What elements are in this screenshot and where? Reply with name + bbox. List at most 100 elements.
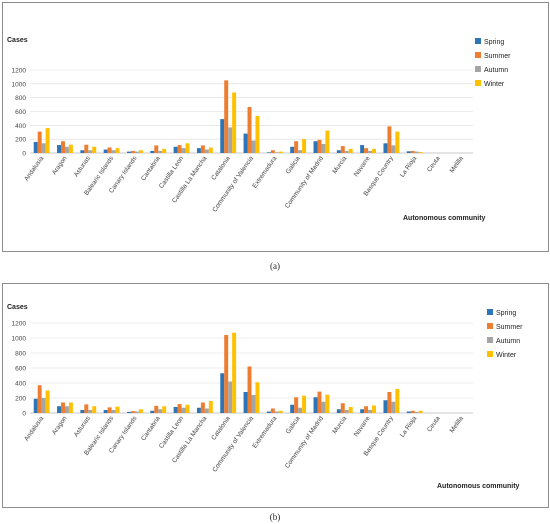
legend-label-spring: Spring: [484, 39, 504, 46]
x-tick-label: Andalusia: [23, 415, 45, 443]
bar-winter: [255, 115, 260, 153]
bar-autumn: [368, 410, 373, 413]
bar-autumn: [41, 143, 46, 153]
bar-spring: [243, 133, 248, 153]
bar-autumn: [251, 140, 256, 153]
bar-autumn: [228, 381, 233, 413]
bar-autumn: [321, 401, 326, 413]
legend-label-autumn: Autumn: [484, 67, 508, 74]
bar-autumn: [391, 145, 396, 153]
y-tick-label: 200: [15, 137, 26, 144]
bar-autumn: [41, 398, 46, 413]
bar-summer: [270, 150, 275, 153]
bar-winter: [348, 148, 353, 153]
bar-winter: [255, 382, 260, 413]
bar-autumn: [204, 149, 209, 153]
x-tick-label: Ceuta: [426, 415, 442, 434]
bar-spring: [406, 151, 411, 153]
bar-autumn: [251, 395, 256, 413]
bar-summer: [61, 141, 65, 153]
bar-autumn: [344, 410, 349, 413]
x-tick-label: Catalonia: [210, 415, 232, 442]
bar-spring: [313, 397, 318, 413]
bar-spring: [243, 392, 248, 413]
bar-autumn: [298, 150, 303, 153]
y-tick-label: 1200: [12, 68, 27, 75]
bar-summer: [61, 402, 65, 413]
bar-summer: [247, 366, 252, 413]
bar-autumn: [181, 407, 186, 413]
bar-winter: [278, 410, 283, 413]
x-tick-label: Community of Valencia: [211, 415, 255, 474]
bar-summer: [84, 144, 89, 153]
bar-spring: [196, 148, 201, 153]
x-tick-label: Cantabria: [140, 155, 162, 182]
bar-autumn: [228, 127, 233, 153]
bar-summer: [154, 405, 159, 413]
bar-winter: [348, 407, 353, 413]
bar-summer: [270, 408, 275, 413]
bar-summer: [107, 147, 112, 153]
bar-spring: [360, 409, 365, 413]
bar-spring: [33, 398, 38, 413]
x-tick-label: Asturias: [73, 415, 93, 439]
bar-summer: [410, 410, 415, 413]
bar-winter: [278, 151, 283, 153]
chart-panel-b: Cases 0 200 400 600 800 1000 1200 Andalusia Arago…: [2, 283, 549, 508]
bar-spring: [336, 150, 341, 153]
bar-winter: [45, 390, 50, 413]
bar-winter: [232, 332, 237, 413]
legend-label-spring: Spring: [496, 310, 516, 317]
legend-swatch-spring: [475, 38, 481, 44]
bar-autumn: [111, 410, 116, 413]
bar-summer: [317, 139, 322, 153]
bar-spring: [80, 410, 85, 413]
legend-swatch-spring: [487, 309, 493, 315]
bar-summer: [84, 404, 89, 413]
x-tick-label: La Rioja: [399, 415, 419, 439]
bar-spring: [57, 406, 62, 413]
bar-summer: [200, 402, 205, 413]
x-tick-label: Navarre: [353, 155, 372, 178]
chart-a: Cases 0 200 400 600 800 1000 1200 Andalusia Arago…: [7, 37, 511, 222]
bar-winter: [162, 406, 167, 413]
x-tick-label: Ceuta: [426, 155, 442, 174]
bar-autumn: [391, 401, 396, 413]
bar-spring: [173, 146, 178, 153]
bar-winter: [325, 130, 330, 153]
bar-spring: [33, 141, 38, 153]
bar-summer: [224, 335, 229, 413]
bar-spring: [150, 410, 155, 413]
bar-autumn: [64, 406, 69, 413]
bar-summer: [200, 145, 205, 153]
bar-autumn: [134, 151, 139, 153]
x-tick-label: Murcia: [331, 155, 348, 175]
y-tick-label: 400: [15, 123, 26, 130]
legend-label-winter: Winter: [496, 352, 517, 359]
y-tick-label: 600: [15, 109, 26, 116]
bar-autumn: [298, 407, 303, 413]
bar-winter: [395, 389, 400, 413]
x-tick-label: Asturias: [73, 155, 93, 179]
bar-spring: [126, 411, 131, 413]
bar-autumn: [88, 150, 93, 153]
bar-winter: [68, 402, 73, 413]
bar-spring: [336, 409, 341, 413]
y-tick-label: 0: [22, 151, 26, 158]
bar-autumn: [274, 411, 279, 413]
legend-swatch-winter: [487, 351, 493, 357]
bar-spring: [383, 143, 388, 153]
x-tick-label: Cantabria: [140, 415, 162, 442]
legend-label-winter: Winter: [484, 81, 505, 88]
bar-winter: [372, 405, 377, 413]
bar-summer: [130, 150, 135, 153]
x-tick-label: Navarre: [353, 415, 372, 438]
caption-b: (b): [269, 512, 281, 522]
bar-winter: [185, 404, 190, 413]
bar-autumn: [158, 409, 163, 413]
bar-spring: [57, 145, 62, 153]
y-tick-label: 400: [15, 381, 26, 388]
bar-autumn: [111, 150, 116, 153]
bar-winter: [92, 146, 97, 153]
bar-spring: [103, 149, 108, 153]
